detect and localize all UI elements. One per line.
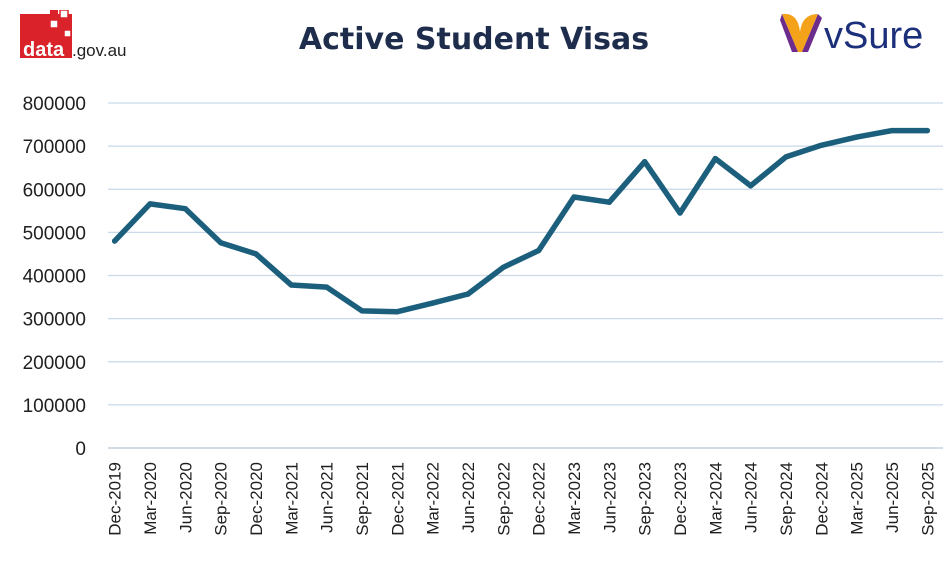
logo-left-domain: .gov.au <box>72 41 127 60</box>
x-tick-label: Sep-2021 <box>353 462 372 536</box>
x-tick-label: Sep-2023 <box>636 462 655 536</box>
series-line <box>111 127 931 315</box>
data-point <box>359 308 365 314</box>
data-gov-au-logo: data .gov.au <box>20 10 127 61</box>
data-point <box>712 155 719 162</box>
data-point <box>288 282 295 288</box>
data-point <box>818 142 825 148</box>
x-tick-label: Mar-2023 <box>565 462 584 535</box>
y-tick-label: 500000 <box>23 223 86 244</box>
data-point <box>500 264 507 271</box>
x-tick-label: Sep-2025 <box>918 462 937 536</box>
y-tick-label: 0 <box>75 439 86 460</box>
x-tick-label: Mar-2025 <box>848 462 867 535</box>
data-point <box>889 127 895 134</box>
data-point <box>677 210 683 216</box>
data-point <box>147 201 153 207</box>
y-tick-label: 200000 <box>23 353 86 374</box>
x-tick-label: Sep-2024 <box>777 462 796 536</box>
vsure-logo: vSure <box>780 13 923 57</box>
x-tick-label: Dec-2023 <box>671 462 690 536</box>
x-tick-label: Mar-2022 <box>424 462 443 535</box>
data-point <box>394 309 401 315</box>
series-line-group <box>111 127 931 315</box>
x-tick-label: Jun-2025 <box>883 462 902 533</box>
y-tick-label: 100000 <box>23 396 86 417</box>
x-tick-label: Sep-2020 <box>212 462 231 536</box>
data-point <box>853 134 860 140</box>
y-tick-label: 600000 <box>23 180 86 201</box>
x-tick-label: Jun-2024 <box>742 462 761 533</box>
data-point <box>217 240 224 246</box>
logo-left-brand: data <box>23 39 65 61</box>
data-point <box>571 194 577 200</box>
x-tick-label: Sep-2022 <box>494 462 513 536</box>
logo-right-brand: vSure <box>824 15 923 57</box>
x-tick-label: Jun-2020 <box>176 462 195 533</box>
y-tick-label: 800000 <box>23 94 86 115</box>
x-tick-label: Mar-2024 <box>706 462 725 535</box>
x-tick-label: Mar-2020 <box>141 462 160 535</box>
data-point <box>747 183 754 189</box>
y-tick-label: 400000 <box>23 267 86 288</box>
data-point <box>783 154 789 160</box>
data-point <box>253 251 259 257</box>
data-point <box>641 158 648 165</box>
y-tick-label: 700000 <box>23 137 86 158</box>
chart-title: Active Student Visas <box>298 22 650 57</box>
x-tick-label: Dec-2020 <box>247 462 266 536</box>
x-tick-label: Dec-2024 <box>812 462 831 536</box>
y-axis-tick-labels: 0 100000 200000 300000 400000 500000 600000 700… <box>23 94 86 460</box>
x-tick-label: Dec-2021 <box>388 462 407 536</box>
x-tick-label: Jun-2022 <box>459 462 478 533</box>
x-tick-label: Dec-2022 <box>530 462 549 536</box>
x-tick-label: Mar-2021 <box>282 462 301 535</box>
x-tick-label: Dec-2019 <box>106 462 125 536</box>
data-point <box>465 291 471 297</box>
data-point <box>182 205 189 212</box>
gridlines <box>108 102 943 449</box>
data-point <box>924 127 931 134</box>
data-point <box>429 300 436 306</box>
x-axis-tick-labels: Dec-2019 Mar-2020 Jun-2020 Sep-2020 Dec-2020… <box>106 462 938 536</box>
x-tick-label: Jun-2021 <box>318 462 337 533</box>
data-point <box>606 199 613 205</box>
x-tick-label: Jun-2023 <box>600 462 619 533</box>
data-point <box>535 247 542 254</box>
y-tick-label: 300000 <box>23 310 86 331</box>
data-point <box>111 238 118 244</box>
data-point <box>323 284 330 290</box>
